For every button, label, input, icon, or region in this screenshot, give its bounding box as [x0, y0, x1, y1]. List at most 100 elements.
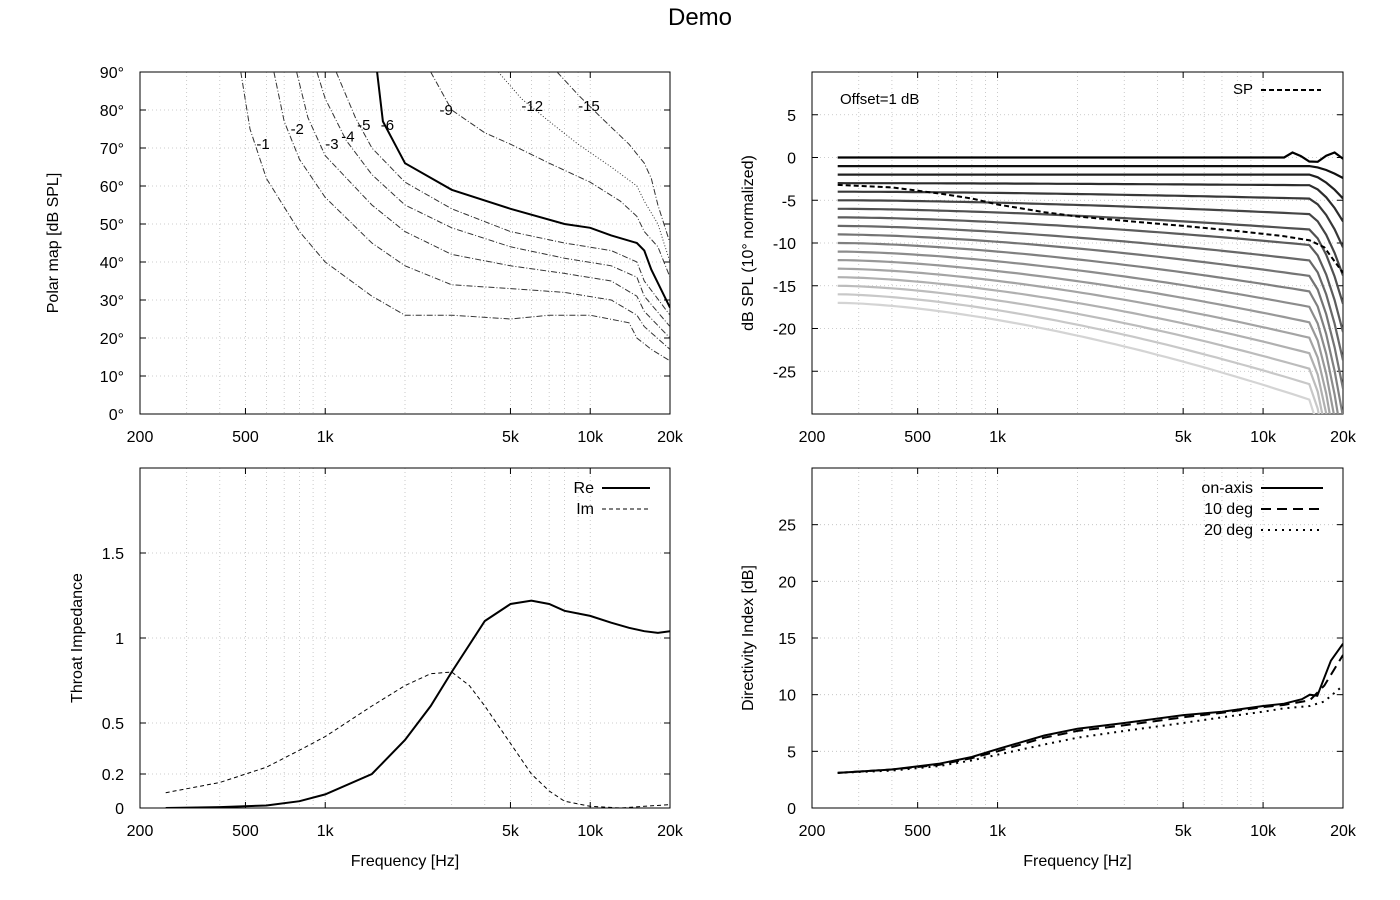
spl-curve [837, 207, 1343, 305]
spl-curve [837, 250, 1339, 414]
spl-curve [837, 224, 1343, 361]
x-tick-label: 500 [904, 823, 931, 840]
contour-label: -2 [291, 121, 304, 138]
contour-label: -4 [341, 129, 354, 146]
contour-label: -9 [440, 102, 453, 119]
series-line [165, 599, 670, 808]
x-tick-label: 200 [799, 429, 826, 446]
contour-line [316, 72, 670, 327]
x-tick-label: 500 [232, 429, 259, 446]
spl-curve [837, 165, 1343, 179]
axes-impedance: 200 500 1k 5k 10k 20k 0 0.2 0.5 1 1.5 Throat Impeda… [69, 467, 684, 870]
spl-curve [837, 173, 1343, 200]
x-tick-label: 20k [657, 429, 684, 446]
x-tick-label: 10k [1250, 823, 1277, 840]
y-axis-label: Directivity Index [dB] [740, 565, 757, 711]
x-tick-label: 5k [1175, 823, 1193, 840]
y-tick-label: -15 [773, 279, 796, 296]
y-tick-label: 0 [787, 801, 796, 818]
plot-frame [139, 71, 671, 415]
legend-label: on-axis [1201, 480, 1253, 497]
plot-frame [811, 71, 1344, 415]
x-tick-label: 200 [127, 429, 154, 446]
contour-label: -5 [357, 117, 370, 134]
x-tick-label: 1k [989, 429, 1007, 446]
y-tick-label: 10 [778, 688, 796, 705]
contour-label: -1 [256, 136, 269, 153]
plot-area-di [837, 643, 1343, 774]
y-tick-label: 5 [787, 744, 796, 761]
sp-line [837, 183, 1343, 274]
spl-curve [837, 293, 1320, 414]
plot-area-spl [837, 151, 1343, 414]
y-tick-label: -5 [782, 193, 796, 210]
x-tick-label: 5k [1175, 429, 1193, 446]
y-tick-label: 0.2 [102, 767, 124, 784]
series-line [837, 654, 1343, 774]
contour-line [273, 72, 670, 350]
y-tick-label: 1 [115, 631, 124, 648]
x-tick-label: 500 [232, 823, 259, 840]
figure-title: Demo [667, 4, 733, 31]
y-tick-label: 60° [100, 179, 124, 196]
x-tick-label: 200 [127, 823, 154, 840]
y-tick-label: 0 [787, 151, 796, 168]
spl-curve [837, 276, 1328, 414]
legend-label: Re [574, 480, 595, 497]
x-tick-label: 20k [657, 823, 684, 840]
x-tick-label: 20k [1330, 429, 1357, 446]
y-tick-label: 0 [115, 801, 124, 818]
y-tick-label: 5 [787, 108, 796, 125]
plot-area-impedance [165, 599, 670, 808]
x-tick-label: 20k [1330, 823, 1357, 840]
series-line [165, 671, 670, 808]
y-tick-label: 1.5 [102, 546, 124, 563]
contour-label: -6 [381, 117, 394, 134]
contour-line [296, 72, 670, 339]
contour-line [335, 72, 670, 316]
legend-label: SP [1233, 81, 1253, 98]
x-tick-label: 1k [989, 823, 1007, 840]
y-tick-label: 90° [100, 65, 124, 82]
axes-polar: 200 500 1k 5k 10k 20k 0° 10° 20° 30° 40° 50° 60° 70° 8… [45, 65, 684, 446]
x-tick-label: 5k [502, 823, 520, 840]
y-tick-label: 15 [778, 631, 796, 648]
y-tick-label: 25 [778, 518, 796, 535]
y-tick-label: 20 [778, 574, 796, 591]
y-tick-label: -20 [773, 322, 796, 339]
y-tick-label: 0° [109, 407, 124, 424]
x-tick-label: 10k [577, 823, 604, 840]
axes-di: 200 500 1k 5k 10k 20k 0 5 10 15 20 25 Directivity In… [740, 467, 1357, 870]
spl-curve [837, 284, 1324, 414]
x-tick-label: 1k [317, 823, 335, 840]
y-axis-label: Throat Impedance [69, 573, 86, 703]
spl-curve [837, 233, 1343, 389]
y-tick-label: 70° [100, 141, 124, 158]
offset-annotation: Offset=1 dB [840, 91, 919, 108]
y-tick-label: -10 [773, 236, 796, 253]
contour-line [430, 72, 670, 278]
y-tick-label: 10° [100, 369, 124, 386]
contour-line [556, 72, 670, 244]
y-tick-label: 40° [100, 255, 124, 272]
x-tick-label: 1k [317, 429, 335, 446]
spl-curve [837, 301, 1316, 414]
series-line [837, 684, 1343, 774]
series-line [837, 643, 1343, 774]
spl-curve [837, 216, 1343, 333]
x-tick-label: 10k [577, 429, 604, 446]
y-tick-label: 20° [100, 331, 124, 348]
x-tick-label: 200 [799, 823, 826, 840]
y-tick-label: -25 [773, 364, 796, 381]
x-axis-label: Frequency [Hz] [351, 853, 459, 870]
contour-label: -12 [521, 98, 543, 115]
x-tick-label: 10k [1250, 429, 1277, 446]
contour-line [240, 72, 670, 362]
spl-curve [837, 259, 1335, 414]
legend-label: 10 deg [1204, 501, 1253, 518]
y-tick-label: 50° [100, 217, 124, 234]
y-tick-label: 30° [100, 293, 124, 310]
x-axis-label: Frequency [Hz] [1023, 853, 1131, 870]
y-axis-label: dB SPL (10° normalized) [740, 155, 757, 331]
